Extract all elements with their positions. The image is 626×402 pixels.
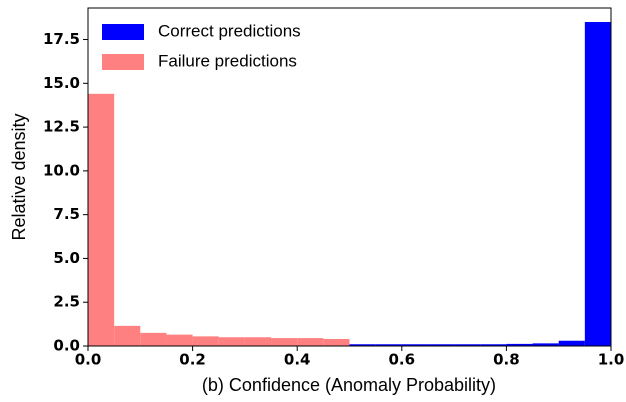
bar — [140, 332, 167, 346]
y-tick-label: 10.0 — [43, 161, 80, 179]
y-tick-label: 2.5 — [53, 293, 80, 311]
y-tick-label: 17.5 — [43, 30, 80, 48]
bar — [349, 344, 376, 346]
bar — [192, 336, 219, 346]
y-axis-label: Relative density — [9, 113, 29, 240]
bar — [480, 344, 507, 346]
bar — [584, 22, 611, 346]
bar — [88, 93, 115, 346]
bar — [244, 337, 272, 346]
x-tick-label: 0.2 — [179, 351, 206, 369]
bar — [323, 338, 350, 346]
bar — [558, 340, 585, 346]
bar — [375, 344, 402, 346]
legend-label: Correct predictions — [158, 21, 301, 40]
legend-label: Failure predictions — [158, 51, 297, 70]
plot-frame — [87, 7, 612, 347]
bar — [532, 343, 559, 346]
y-tick-label: 0.0 — [53, 337, 80, 355]
y-tick-label: 15.0 — [43, 74, 80, 92]
bar — [297, 338, 324, 346]
y-tick-label: 5.0 — [53, 249, 80, 267]
bar — [166, 334, 193, 346]
legend-swatch — [102, 24, 144, 40]
x-tick-label: 0.8 — [493, 351, 520, 369]
bar — [218, 337, 245, 346]
x-tick-label: 0.6 — [389, 351, 416, 369]
legend-swatch — [102, 54, 144, 70]
bar — [401, 344, 428, 346]
x-tick-label: 0.0 — [75, 351, 102, 369]
bar — [506, 343, 533, 346]
x-tick-label: 0.4 — [284, 351, 311, 369]
bar — [427, 344, 455, 346]
bar — [271, 338, 298, 346]
bar — [114, 325, 141, 346]
y-tick-label: 12.5 — [43, 118, 80, 136]
x-axis-label: (b) Confidence (Anomaly Probability) — [202, 375, 496, 395]
y-tick-label: 7.5 — [53, 205, 80, 223]
x-tick-label: 1.0 — [598, 351, 625, 369]
bar — [454, 344, 481, 346]
